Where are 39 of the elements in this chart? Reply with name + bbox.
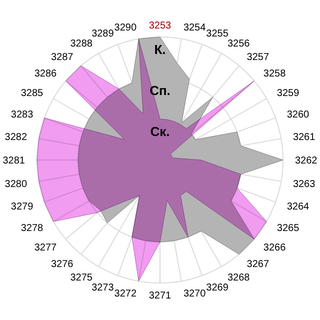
spoke-label: 3277 (34, 242, 58, 254)
spoke-label: 3265 (276, 223, 300, 234)
spoke-label: 3275 (70, 272, 93, 284)
spoke-label: 3285 (20, 88, 44, 99)
spoke-label: 3266 (263, 242, 286, 254)
spoke-label: 3273 (92, 282, 114, 294)
spoke-label: 3257 (246, 52, 270, 64)
spoke-label: 3267 (246, 258, 270, 270)
spoke-label: 3287 (50, 52, 74, 64)
spoke-label: 3269 (206, 282, 229, 294)
spoke-label: 3260 (286, 109, 310, 120)
spoke-label: 3253 (148, 20, 172, 32)
spoke-label: 3263 (292, 178, 316, 190)
spoke-label: 3261 (292, 132, 316, 144)
spoke-label: 3256 (228, 38, 250, 50)
spoke-label: 3270 (183, 288, 206, 300)
spoke-label: 3283 (10, 109, 34, 120)
spoke-label: 3258 (263, 68, 286, 80)
spoke-label: 3290 (114, 22, 137, 34)
spoke-label: 3280 (4, 178, 28, 190)
spoke-label: 3262 (295, 156, 318, 166)
spoke-label: 3288 (70, 38, 93, 50)
spoke-label: 3289 (92, 28, 114, 40)
spoke-label: 3281 (2, 156, 26, 166)
y-tick-label: Ск. (150, 124, 170, 139)
spoke-label: 3255 (206, 28, 229, 40)
spoke-label: 3271 (148, 290, 172, 302)
spoke-label: 3259 (276, 88, 300, 99)
spoke-label: 3278 (20, 223, 44, 234)
spoke-label: 3276 (50, 258, 74, 270)
spoke-label: 3264 (286, 202, 310, 213)
y-tick-label: Сп. (150, 83, 170, 98)
spoke-label: 3282 (4, 132, 28, 144)
spoke-label: 3272 (114, 288, 137, 300)
y-tick-label: К. (154, 42, 166, 57)
spoke-label: 3268 (228, 272, 250, 284)
spoke-label: 3286 (34, 68, 58, 80)
spoke-label: 3279 (10, 202, 34, 213)
spoke-label: 3254 (183, 22, 206, 34)
